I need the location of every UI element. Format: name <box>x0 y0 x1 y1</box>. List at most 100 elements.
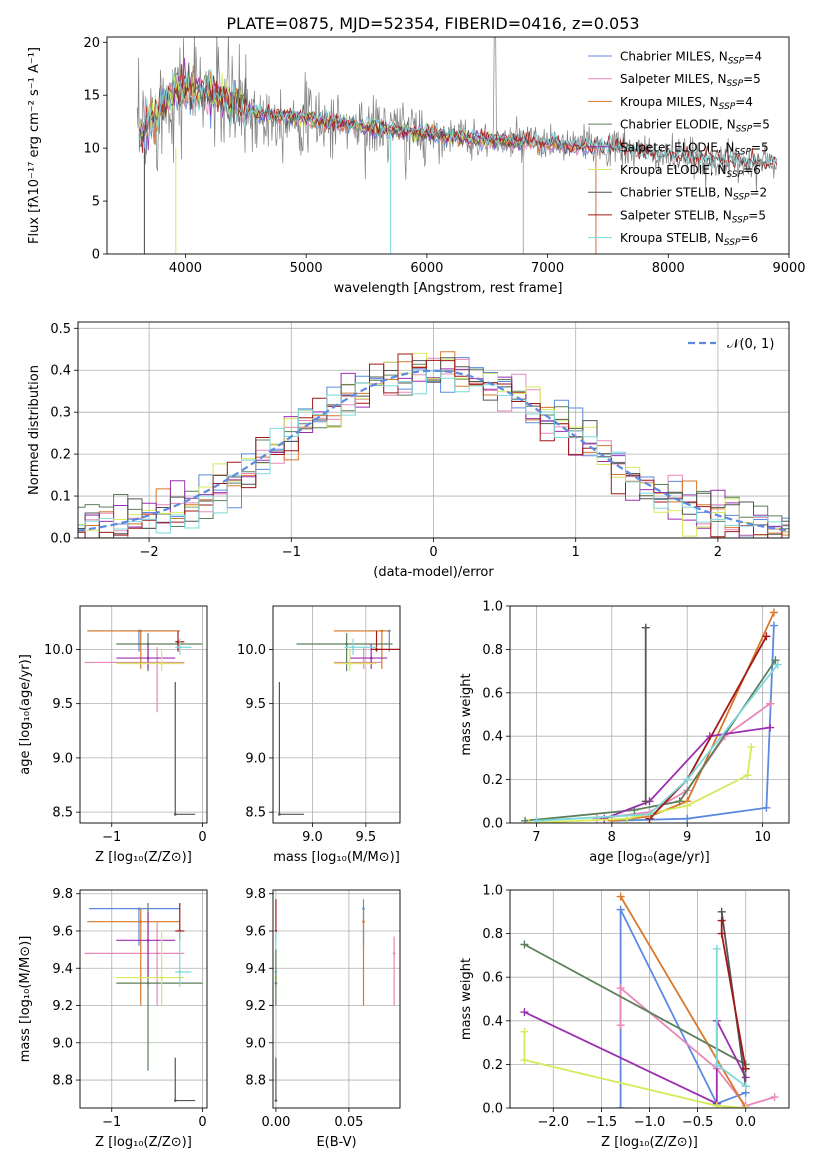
y-tick-label: 0.6 <box>482 971 503 986</box>
series-marker-chabrier_elodie <box>521 816 530 823</box>
y-tick-label: 1.0 <box>482 884 503 899</box>
x-tick-label: 8000 <box>652 261 685 276</box>
x-axis-label: wavelength [Angstrom, rest frame] <box>334 281 563 296</box>
y-tick-label: 0.2 <box>50 448 71 463</box>
model-line-kroupa_stelib <box>139 68 778 170</box>
x-axis-label: mass [log₁₀(M/M⊙)] <box>273 850 400 865</box>
series-marker-salpeter_stelib <box>717 916 726 925</box>
data-point-chabrier_miles <box>137 907 141 910</box>
data-point-chabrier_miles <box>388 629 391 633</box>
x-tick-label: 7 <box>532 830 540 845</box>
series-marker-salpeter_miles <box>592 814 601 823</box>
histogram-kroupa_elodie <box>78 352 789 538</box>
y-tick-label: 0.2 <box>482 773 503 788</box>
x-axis-label: age [log₁₀(age/yr)] <box>589 850 710 865</box>
data-point-salpeter_elodie <box>146 656 150 660</box>
x-tick-label: 9.5 <box>356 830 377 845</box>
x-tick-label: 9000 <box>772 261 805 276</box>
data-point-kroupa_stelib <box>178 645 182 649</box>
data-point-kroupa_miles <box>139 920 143 923</box>
plot-area <box>80 890 207 1108</box>
y-tick-label: 9.2 <box>245 999 266 1014</box>
data-point-kroupa_miles <box>139 629 143 633</box>
y-tick-label: 10.0 <box>237 643 266 658</box>
y-tick-label: 8.8 <box>52 1074 73 1089</box>
y-axis-label: mass weight <box>459 958 474 1040</box>
y-tick-label: 0.4 <box>482 730 503 745</box>
series-marker-salpeter_elodie <box>520 1008 529 1017</box>
y-tick-label: 0.8 <box>482 927 503 942</box>
histogram-kroupa_stelib <box>78 370 789 534</box>
series-line-chabrier_elodie <box>525 659 777 822</box>
series-marker-chabrier_miles <box>769 621 778 630</box>
series-marker-chabrier_miles <box>683 814 692 823</box>
x-tick-label: 0.05 <box>334 1115 363 1130</box>
y-tick-label: 0.0 <box>50 532 71 547</box>
x-tick-label: −1.5 <box>586 1115 618 1130</box>
axes-frame <box>272 605 401 824</box>
y-tick-label: 0.6 <box>482 686 503 701</box>
y-tick-label: 15 <box>83 89 100 104</box>
data-point-salpeter_miles <box>155 952 159 955</box>
series-marker-kroupa_elodie <box>712 1101 721 1108</box>
series-marker-salpeter_elodie <box>600 814 609 823</box>
y-tick-label: 10 <box>83 142 100 157</box>
data-point-kroupa_stelib <box>351 645 355 649</box>
y-axis-label: age [log₁₀(age/yr)] <box>18 654 33 775</box>
y-tick-label: 8.5 <box>245 806 266 821</box>
y-tick-label: 0.5 <box>50 322 71 337</box>
data-point-kroupa_elodie <box>160 662 163 665</box>
series-marker-chabrier_miles <box>762 803 771 812</box>
plot-area <box>510 606 789 823</box>
y-tick-label: 9.8 <box>245 887 266 902</box>
x-tick-label: 1 <box>572 545 580 560</box>
y-axis-label: Flux [fλ10⁻¹⁷ erg cm⁻² s⁻¹ A⁻¹] <box>27 47 42 244</box>
data-point-chabrier_elodie <box>146 981 150 985</box>
model-line-salpeter_stelib <box>139 64 778 170</box>
series-marker-salpeter_stelib <box>762 632 771 641</box>
series-marker-salpeter_stelib <box>741 1064 750 1073</box>
model-line-chabrier_elodie <box>139 71 524 254</box>
series-line-kroupa_stelib <box>536 664 779 822</box>
legend-entry-salpeter_elodie: Salpeter ELODIE, NSSP=5 <box>620 140 769 157</box>
series-marker-chabrier_stelib <box>717 907 726 916</box>
series-marker-kroupa_elodie <box>520 1056 529 1065</box>
series-marker-chabrier_elodie <box>520 940 529 949</box>
chart-panel-3: 9.0 9.5 8.5 9.0 9.5 10.0 mass [log₁₀(M/M⊙)] <box>237 605 401 865</box>
legend-entry-normal: 𝒩(0, 1) <box>727 337 774 352</box>
y-tick-label: 0.4 <box>50 364 71 379</box>
x-axis-label: (data-model)/error <box>373 565 494 580</box>
series-marker-chabrier_elodie <box>771 656 780 665</box>
plot-area <box>78 322 789 538</box>
histogram-salpeter_miles <box>78 357 789 538</box>
series-line-chabrier_elodie <box>523 943 747 1066</box>
x-axis-label: Z [log₁₀(Z/Z⊙)] <box>95 1135 192 1150</box>
chart-panel-2: −1 0 8.5 9.0 9.5 10.0 Z [log₁₀(Z/Z⊙)] age [log₁… <box>18 605 208 865</box>
series-marker-salpeter_elodie <box>766 723 775 732</box>
y-tick-label: 0.8 <box>482 643 503 658</box>
y-tick-label: 9.0 <box>245 1036 266 1051</box>
legend-entry-salpeter_stelib: Salpeter STELIB, NSSP=5 <box>620 208 766 225</box>
y-tick-label: 9.6 <box>52 924 73 939</box>
data-point-kroupa_elodie <box>348 662 352 665</box>
data-point-chabrier_stelib <box>274 1099 278 1102</box>
histogram-chabrier_stelib <box>78 357 789 538</box>
y-tick-label: 0.0 <box>482 817 503 832</box>
charts-root: 4000 5000 6000 7000 8000 900005101520waveleng… <box>18 36 806 1150</box>
series-marker-kroupa_stelib <box>773 660 782 669</box>
x-tick-label: 0 <box>198 1115 206 1130</box>
histogram-chabrier_elodie <box>78 363 789 530</box>
axes-frame <box>79 889 208 1109</box>
legend-entry-salpeter_miles: Salpeter MILES, NSSP=5 <box>620 72 761 89</box>
y-tick-label: 20 <box>83 36 100 51</box>
series-marker-kroupa_miles <box>607 816 616 823</box>
y-tick-label: 0 <box>92 248 100 263</box>
series-marker-salpeter_miles <box>766 699 775 708</box>
series-marker-chabrier_miles <box>616 1104 625 1108</box>
axes-frame <box>272 889 401 1109</box>
x-tick-label: −2.0 <box>538 1115 570 1130</box>
legend-entry-chabrier_miles: Chabrier MILES, NSSP=4 <box>620 50 762 67</box>
model-line-salpeter_miles <box>139 76 597 254</box>
series-marker-kroupa_elodie <box>524 819 533 823</box>
x-axis-label: E(B-V) <box>316 1135 356 1150</box>
